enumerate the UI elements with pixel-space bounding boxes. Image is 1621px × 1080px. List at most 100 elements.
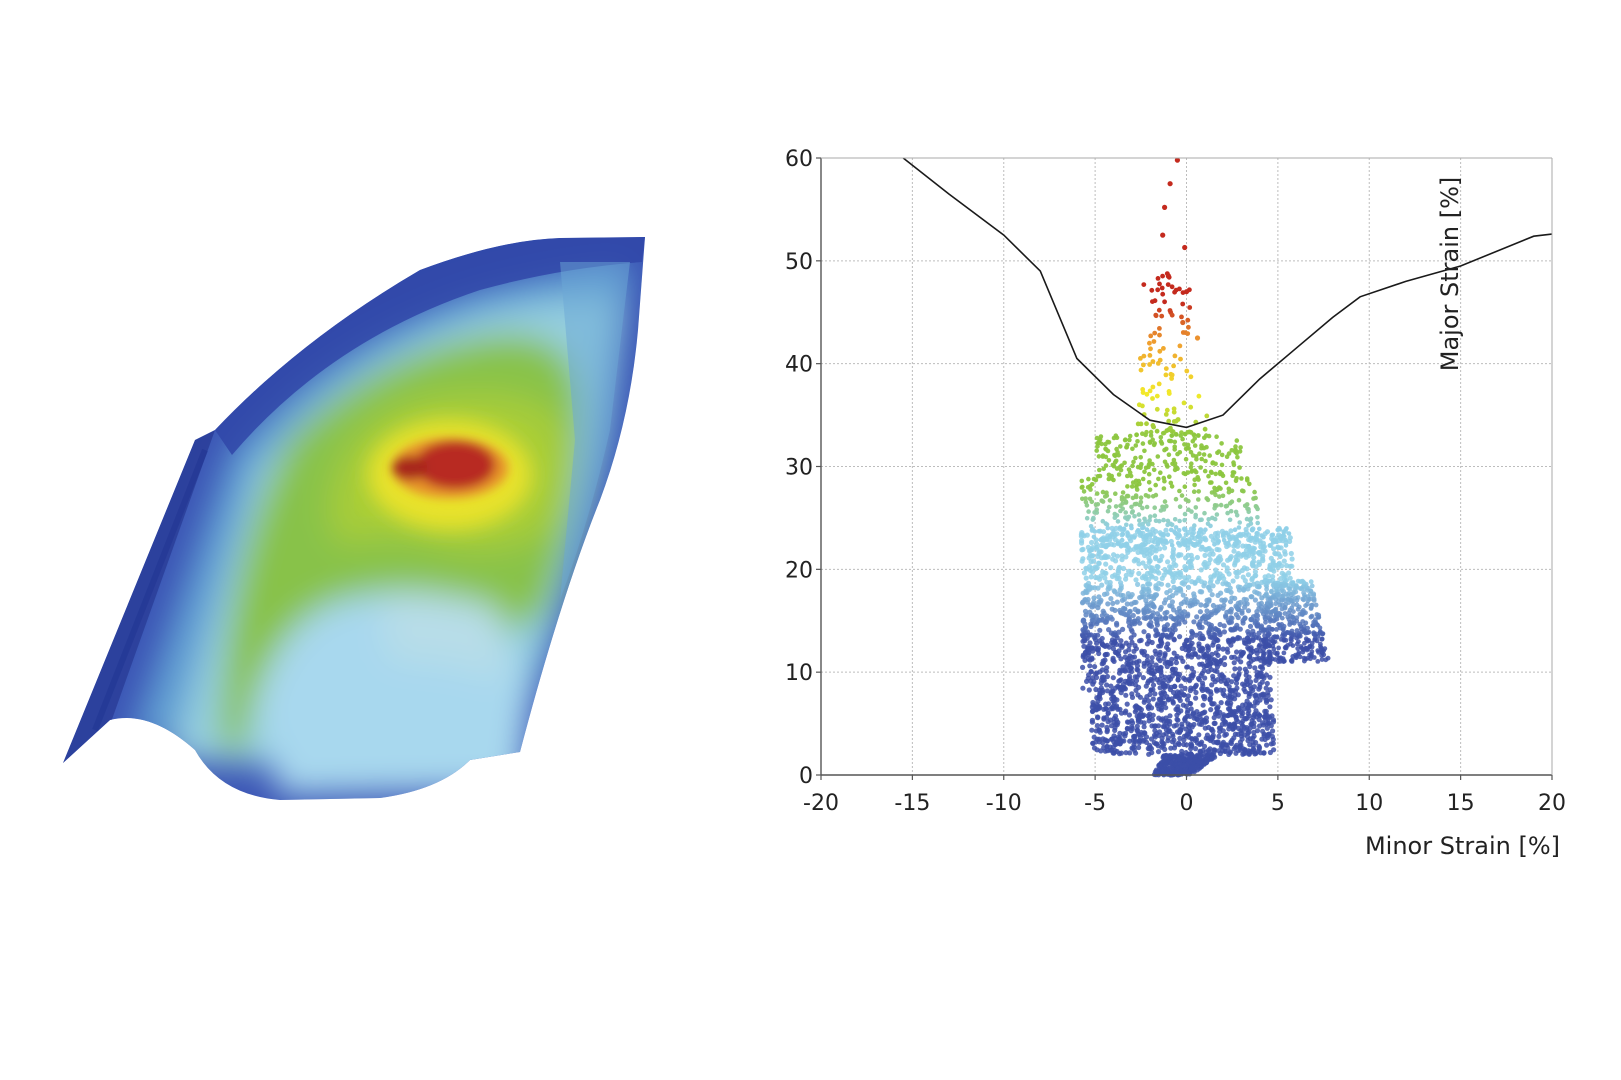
scatter-point [1249,536,1254,541]
scatter-point [1229,712,1235,718]
scatter-point [1278,536,1284,542]
scatter-point [1289,657,1295,663]
scatter-point [1116,472,1122,477]
scatter-point [1150,384,1156,390]
scatter-point [1158,435,1164,440]
scatter-point [1173,525,1179,530]
scatter-point [1209,651,1215,657]
scatter-point [1261,607,1267,613]
scatter-point [1103,554,1109,561]
scatter-point [1223,480,1229,486]
scatter-point [1112,515,1118,520]
scatter-point [1233,509,1239,515]
scatter-point [1154,563,1160,570]
scatter-point [1211,701,1217,707]
scatter-point [1122,686,1128,692]
scatter-point [1311,619,1317,625]
scatter-point [1155,276,1161,281]
scatter-point [1221,692,1228,699]
scatter-point [1205,736,1211,742]
scatter-point [1228,554,1234,560]
scatter-point [1188,449,1194,455]
scatter-point [1086,476,1091,482]
scatter-point [1092,529,1098,534]
y-tick-label: 10 [785,661,813,686]
scatter-point [1221,674,1227,680]
scatter-point [1155,749,1162,755]
scatter-point [1245,506,1250,512]
scatter-point [1210,602,1216,609]
scatter-point [1273,551,1279,557]
scatter-point [1112,589,1118,595]
scatter-point [1156,381,1162,387]
scatter-point [1204,613,1210,619]
scatter-point [1202,653,1208,659]
scatter-point [1132,621,1138,627]
scatter-point [1295,646,1301,651]
scatter-point [1153,313,1159,319]
scatter-point [1113,504,1119,509]
scatter-point [1173,496,1179,502]
scatter-point [1079,478,1085,484]
scatter-point [1237,705,1243,712]
scatter-point [1144,504,1150,510]
scatter-point [1129,678,1135,684]
scatter-point [1098,537,1103,543]
scatter-point [1171,457,1177,463]
scatter-point [1264,586,1269,592]
y-tick-label: 50 [785,250,813,275]
scatter-point [1088,574,1094,580]
scatter-point [1114,446,1119,452]
scatter-point [1217,571,1223,577]
scatter-point [1196,477,1201,482]
scatter-point [1291,602,1296,607]
scatter-point [1110,462,1116,468]
scatter-point [1116,648,1122,654]
scatter-point [1278,583,1283,589]
scatter-point [1277,622,1282,628]
scatter-point [1184,637,1190,643]
scatter-point [1254,656,1260,662]
scatter-point [1185,442,1191,448]
scatter-point [1157,557,1164,563]
scatter-point [1146,702,1152,709]
scatter-point [1177,450,1183,455]
scatter-point [1205,668,1211,675]
x-tick-label: -5 [1084,791,1106,816]
scatter-point [1094,723,1100,729]
scatter-point [1169,564,1175,571]
scatter-point [1301,580,1307,585]
scatter-point [1112,630,1118,636]
scatter-point [1110,750,1116,756]
scatter-point [1111,435,1117,441]
scatter-point [1309,602,1314,608]
scatter-point [1158,639,1164,645]
scatter-point [1102,575,1108,581]
scatter-point [1137,529,1142,535]
scatter-point [1103,705,1109,712]
scatter-point [1152,505,1157,511]
scatter-point [1304,647,1310,653]
scatter-point [1157,332,1162,338]
scatter-point [1263,685,1269,691]
scatter-point [1265,580,1270,586]
scatter-point [1087,496,1093,502]
scatter-point [1125,484,1130,489]
scatter-point [1093,613,1099,619]
scatter-point [1171,637,1177,643]
scatter-point [1178,683,1184,689]
scatter-point [1165,518,1171,524]
scatter-point [1168,745,1174,751]
scatter-point [1093,477,1099,483]
scatter-point [1194,335,1201,341]
scatter-point [1113,491,1118,497]
y-tick-label: 20 [785,558,813,583]
scatter-point [1160,724,1166,730]
scatter-point [1281,650,1287,656]
scatter-point [1247,736,1253,742]
scatter-point [1242,715,1248,722]
scatter-point [1096,560,1102,566]
scatter-point [1136,561,1142,567]
scatter-point [1297,621,1303,627]
scatter-point [1110,675,1116,681]
